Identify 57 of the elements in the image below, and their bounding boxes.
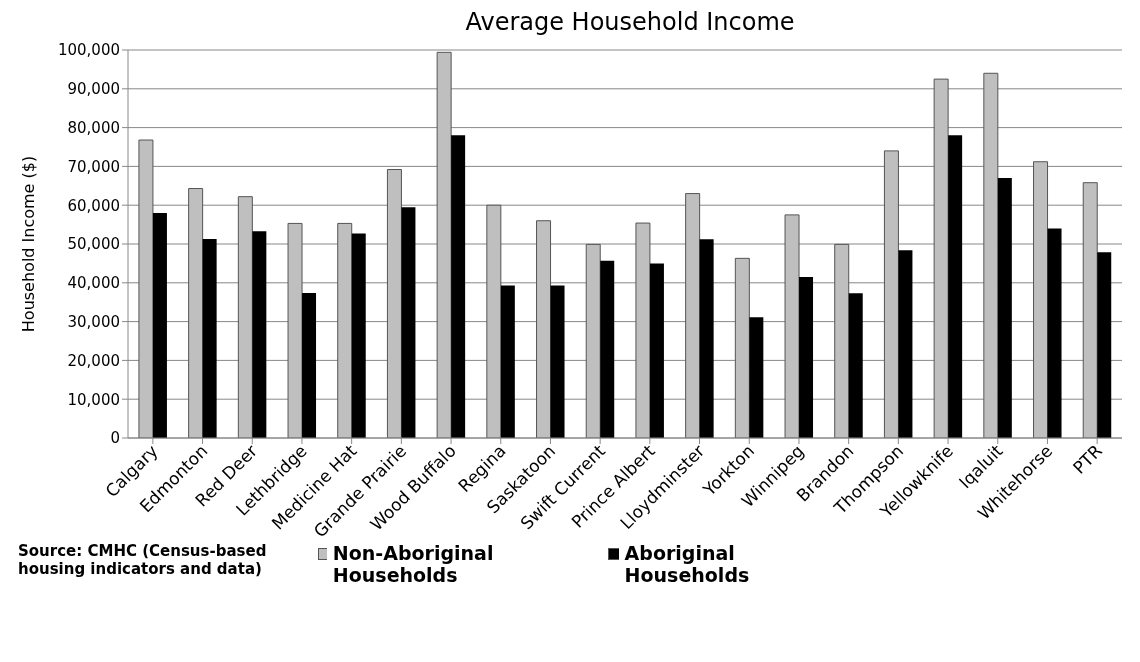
bar [997,178,1012,438]
bar [1097,252,1112,438]
bar [337,222,353,438]
bar [600,260,615,438]
bar [202,238,217,438]
bar [848,293,863,438]
bar [287,222,303,438]
bar [237,196,253,438]
y-tick-label: 80,000 [67,118,120,137]
y-tick-label: 30,000 [67,312,120,331]
y-tick-label: 90,000 [67,80,120,99]
bar [585,243,601,438]
bar [734,257,750,438]
bar [883,150,899,438]
y-tick-label: 40,000 [67,274,120,293]
bar [138,139,154,438]
legend-label: Aboriginal Households [624,542,751,586]
bar [252,231,267,438]
bar [302,292,317,438]
bar [351,233,366,438]
bar [436,51,452,438]
bar [983,72,999,438]
bar [685,193,701,438]
bar [749,317,764,438]
bar [948,135,963,438]
bar [898,250,913,438]
bar [486,204,502,438]
y-tick-label: 100,000 [57,41,120,60]
bar [1047,228,1062,438]
legend-label: Non-Aboriginal Households [332,542,495,586]
bar [784,214,800,438]
source-note: Source: CMHC (Census-based housing indicators and data) [18,542,268,578]
bar [1033,161,1049,438]
y-tick-label: 50,000 [67,235,120,254]
x-tick-label: PTR [1068,440,1107,478]
bar [536,220,552,438]
bar [500,285,515,438]
bar [1082,182,1098,438]
chart-title: Average Household Income [464,8,796,38]
bar [635,222,651,438]
bar [834,243,850,438]
y-tick-label: 60,000 [67,196,120,215]
bar [799,276,814,438]
bar [152,212,167,438]
y-tick-label: 20,000 [67,351,120,370]
bar [933,78,949,438]
bar [386,169,402,438]
y-tick-label: 70,000 [67,157,120,176]
bar [550,285,565,438]
bar [451,135,466,438]
bar [188,188,204,438]
y-tick-label: 10,000 [67,390,120,409]
bar [401,207,416,438]
bar [699,239,714,438]
y-axis-title: Household Income ($) [18,155,38,333]
y-tick-label: 0 [110,429,120,448]
bar [649,263,664,438]
